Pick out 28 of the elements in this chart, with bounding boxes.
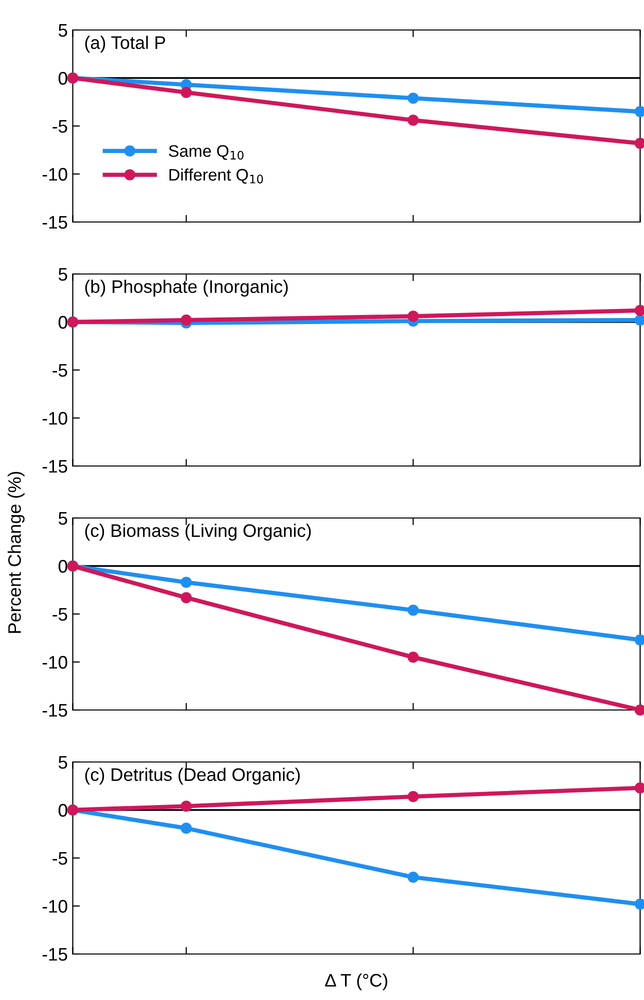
chart-title: (a) Total P (85, 36, 166, 53)
y-tick-label: 5 (58, 268, 68, 281)
y-tick-label: 0 (58, 804, 68, 817)
y-tick-label: 5 (58, 512, 68, 525)
chart-title: (c) Detritus (Dead Organic) (85, 768, 300, 785)
y-tick-label: 5 (58, 756, 68, 769)
y-tick-label: 0 (58, 72, 68, 85)
y-tick-label: -10 (42, 168, 68, 181)
y-tick-label: 0 (58, 316, 68, 329)
legend-label: Same Q$_{10}$ (168, 145, 244, 160)
y-tick-label: -10 (42, 656, 68, 669)
y-tick-label: -15 (42, 948, 68, 961)
y-tick-label: -5 (52, 364, 68, 377)
chart-title: (c) Biomass (Living Organic) (85, 524, 311, 541)
chart-title: (b) Phosphate (Inorganic) (85, 280, 288, 297)
y-axis-title: Percent Change (%) (8, 472, 25, 633)
y-tick-label: -10 (42, 412, 68, 425)
y-tick-label: -5 (52, 608, 68, 621)
y-tick-label: 0 (58, 560, 68, 573)
y-tick-label: -10 (42, 900, 68, 913)
y-tick-label: -5 (52, 852, 68, 865)
x-axis-title: Δ T (°C) (325, 973, 388, 990)
y-tick-label: 5 (58, 24, 68, 37)
y-tick-label: -15 (42, 704, 68, 717)
y-tick-label: -5 (52, 120, 68, 133)
legend-label: Different Q$_{10}$ (169, 168, 263, 184)
y-tick-label: -15 (42, 460, 68, 473)
y-tick-label: -15 (42, 216, 68, 229)
